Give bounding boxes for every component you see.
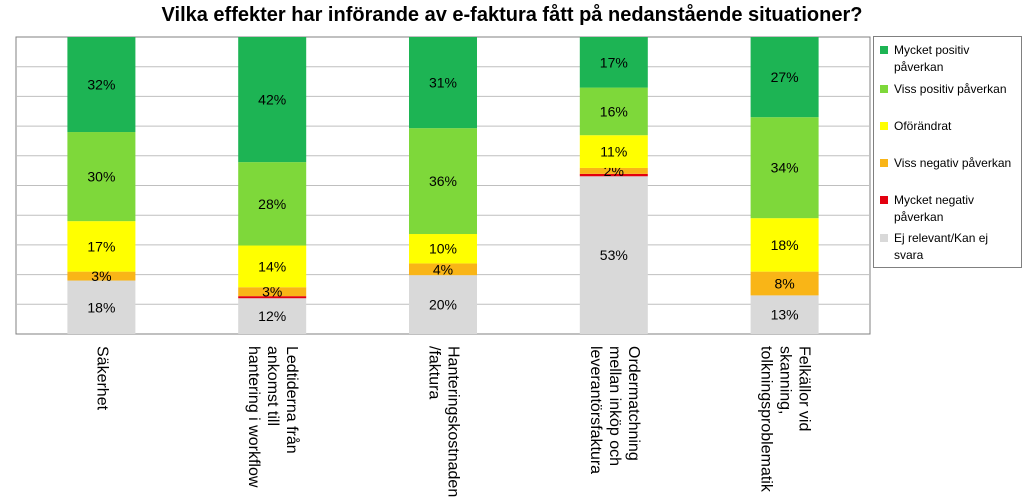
bar-segment [750,271,819,296]
bar-segment [238,162,307,246]
bar-segment [750,117,819,219]
bar-segment [409,37,477,129]
chart-title: Vilka effekter har införande av e-faktur… [161,4,863,26]
data-label: 31% [429,75,457,91]
bar-segment [750,218,819,272]
data-label: 3% [91,268,111,284]
data-label: 13% [771,307,799,323]
legend-label: Mycket negativ påverkan [894,193,975,224]
bar-segment [579,87,648,136]
category-label: Hanteringskostnaden [445,346,462,497]
data-label: 32% [87,77,115,93]
category-label: skanning, [777,346,794,415]
data-label: 18% [87,299,115,315]
category-label: mellan inköp och [606,346,623,466]
legend-label: Viss positiv påverkan [894,82,1007,96]
bar-segment [238,296,307,299]
bar-segment [67,37,136,133]
data-label: 4% [433,261,453,277]
legend-swatch [880,122,888,130]
bar-segment [579,176,648,334]
bar-segment [409,275,477,334]
bar-segment [579,167,648,174]
data-label: 18% [771,237,799,253]
data-label: 53% [600,247,628,263]
bar-segment [238,298,307,334]
category-label: Felkällor vid [796,346,813,431]
data-label: 36% [429,173,457,189]
data-label: 34% [771,160,799,176]
data-label: 30% [87,169,115,185]
bar-segment [750,295,819,334]
bar-segment [238,245,307,288]
legend-swatch [880,234,888,242]
data-label: 16% [600,103,628,119]
category-label: Ledtiderna från [283,346,301,454]
data-label: 17% [600,54,628,70]
category-label: Säkerhet [93,346,110,411]
category-label: Ordermatchning [625,346,642,461]
category-label: hantering i workflow [245,346,262,488]
bar-segment [67,280,136,334]
bar-segment [67,221,136,272]
bar-segment [67,132,136,222]
bar-segment [67,271,136,281]
bar-segment [750,37,819,118]
category-label: tolkningsproblematik [758,346,775,493]
legend-label: Viss negativ påverkan [894,156,1012,170]
legend-swatch [880,196,888,204]
data-label: 27% [771,69,799,85]
bar-segment [579,37,648,88]
data-label: 10% [429,241,457,257]
bar-segment [409,128,477,235]
bar-segment [409,263,477,276]
data-label: 17% [87,238,115,254]
data-label: 42% [258,92,286,108]
legend-label: Oförändrat [894,119,952,133]
data-label: 3% [262,284,282,300]
bar-segment [579,135,648,168]
legend-swatch [880,159,888,167]
bar-segment [238,287,307,297]
category-label: leverantörsfaktura [587,346,604,474]
data-label: 8% [774,276,794,292]
legend: Mycket positiv påverkan Viss positiv påve… [873,36,1022,268]
data-label: 20% [429,297,457,313]
legend-swatch [880,85,888,93]
legend-label: Ej relevant/Kan ej svara [894,231,989,262]
data-label: 12% [258,308,286,324]
data-label: 11% [600,144,627,160]
category-label: ankomst till [264,346,281,426]
data-label: 14% [258,258,286,274]
bar-segment [238,37,307,163]
category-label: /faktura [426,346,443,399]
bar-segment [409,234,477,264]
legend-label: Mycket positiv påverkan [894,43,970,74]
data-label: 28% [258,196,286,212]
bar-segment [579,173,648,177]
legend-swatch [880,46,888,54]
